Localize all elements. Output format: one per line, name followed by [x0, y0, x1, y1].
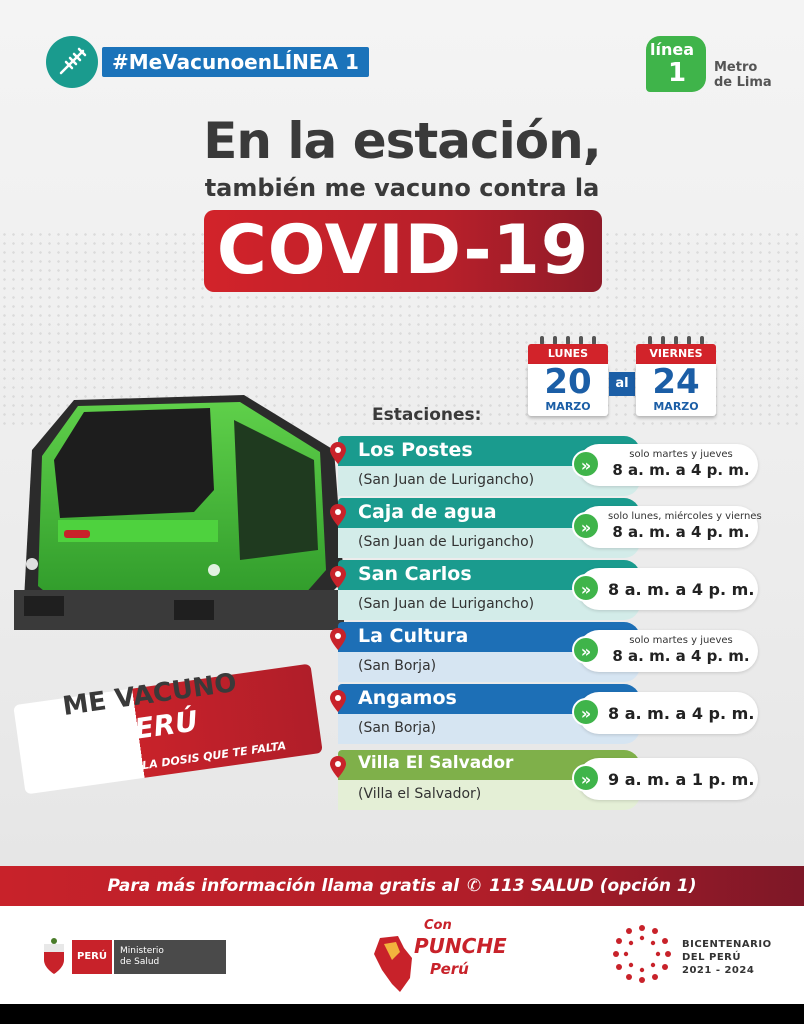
footer: PERÚ Ministerio de Salud Con PUNCHE Perú — [0, 906, 804, 1004]
linea1-badge: línea 1 — [646, 36, 706, 92]
station-los-postes: Los Postes (San Juan de Lurigancho) solo… — [330, 436, 760, 496]
metro-text: Metro — [714, 60, 758, 75]
info-option: (opción 1) — [599, 876, 697, 896]
schedule-hours: 8 a. m. a 4 p. m. — [608, 580, 755, 599]
calendar-month: MARZO — [653, 400, 699, 413]
coat-of-arms-icon — [44, 938, 64, 974]
station-villa-el-salvador: Villa El Salvador (Villa el Salvador) 9 … — [330, 750, 760, 810]
schedule-pill: solo lunes, miércoles y viernes 8 a. m. … — [578, 506, 762, 548]
chevron-right-icon: » — [572, 574, 600, 602]
campaign-badge: ME VACUNO PERÚ COMPLETA LA DOSIS QUE TE … — [13, 663, 323, 795]
chevron-right-icon: » — [572, 636, 600, 664]
schedule-note: solo lunes, miércoles y viernes — [608, 511, 762, 522]
headline-sub: también me vacuno contra la — [204, 174, 600, 202]
ministry-label: Ministerio de Salud — [114, 940, 226, 974]
station-san-carlos: San Carlos (San Juan de Lurigancho) 8 a.… — [330, 560, 760, 620]
schedule-hours: 8 a. m. a 4 p. m. — [612, 523, 750, 541]
date-connector: al — [609, 372, 635, 396]
chevron-right-icon: » — [572, 764, 600, 792]
station-name: Angamos — [358, 687, 457, 709]
schedule-pill: 8 a. m. a 4 p. m. — [578, 568, 758, 610]
peru-map-icon — [374, 936, 412, 992]
schedule-hours: 8 a. m. a 4 p. m. — [612, 647, 750, 665]
bicen-line1: BICENTENARIO — [682, 939, 772, 950]
ministry-line1: Ministerio — [120, 946, 164, 956]
bicentenario-logo: BICENTENARIO DEL PERÚ 2021 - 2024 — [610, 920, 790, 990]
calendar-weekday: LUNES — [528, 344, 608, 364]
bicentenario-emblem-icon — [613, 925, 671, 983]
info-number: 113 SALUD — [489, 876, 594, 896]
calendar-body: 24 MARZO — [636, 364, 716, 416]
headline-main: En la estación, — [203, 112, 601, 170]
schedule-pill: solo martes y jueves 8 a. m. a 4 p. m. — [578, 630, 758, 672]
calendar-body: 20 MARZO — [528, 364, 608, 416]
schedule-pill: 8 a. m. a 4 p. m. — [578, 692, 758, 734]
linea1-logo: línea 1 Metro de Lima — [646, 36, 776, 96]
station-district: (San Borja) — [358, 720, 437, 736]
station-district: (San Borja) — [358, 658, 437, 674]
schedule-hours: 9 a. m. a 1 p. m. — [608, 770, 755, 789]
peru-label: PERÚ — [72, 940, 112, 974]
metro-de-lima-text: Metro de Lima — [714, 60, 772, 90]
bicen-line2: DEL PERÚ — [682, 952, 741, 963]
ministry-line2: de Salud — [120, 957, 160, 967]
bicentenario-text: BICENTENARIO DEL PERÚ 2021 - 2024 — [682, 938, 772, 977]
calendar-rings — [528, 336, 608, 346]
calendar-day: 20 — [544, 362, 592, 402]
calendar-rings — [636, 336, 716, 346]
calendar-day: 24 — [652, 362, 700, 402]
chevron-right-icon: » — [572, 698, 600, 726]
covid-title: COVID-19 — [204, 210, 602, 292]
schedule-hours: 8 a. m. a 4 p. m. — [612, 461, 750, 479]
station-caja-de-agua: Caja de agua (San Juan de Lurigancho) so… — [330, 498, 762, 558]
linea-word: línea — [650, 40, 695, 59]
location-pin-icon — [330, 628, 346, 650]
punche-main: PUNCHE — [414, 934, 507, 958]
chevron-right-icon: » — [572, 512, 600, 540]
schedule-note: solo martes y jueves — [629, 635, 733, 646]
info-text: Para más información llama gratis al — [107, 876, 460, 896]
location-pin-icon — [330, 504, 346, 526]
station-district: (San Juan de Lurigancho) — [358, 534, 535, 550]
calendar-weekday: VIERNES — [636, 344, 716, 364]
con-punche-peru-logo: Con PUNCHE Perú — [370, 914, 507, 994]
station-name: Villa El Salvador — [358, 753, 514, 773]
bicen-line3: 2021 - 2024 — [682, 965, 755, 976]
station-name: Caja de agua — [358, 501, 497, 523]
hashtag-text: #MeVacunoenLÍNEA 1 — [102, 47, 369, 77]
chevron-right-icon: » — [572, 450, 600, 478]
schedule-pill: 9 a. m. a 1 p. m. — [578, 758, 758, 800]
punche-peru: Perú — [430, 960, 469, 978]
stations-title: Estaciones: — [372, 405, 482, 425]
station-name: San Carlos — [358, 563, 472, 585]
location-pin-icon — [330, 756, 346, 778]
syringe-icon — [46, 36, 98, 88]
train-image — [14, 395, 344, 630]
linea-number: 1 — [668, 58, 687, 88]
schedule-pill: solo martes y jueves 8 a. m. a 4 p. m. — [578, 444, 758, 486]
de-lima-text: de Lima — [714, 75, 772, 90]
location-pin-icon — [330, 566, 346, 588]
station-name: Los Postes — [358, 439, 473, 461]
phone-icon: ✆ — [466, 876, 482, 896]
calendar-end: VIERNES 24 MARZO — [636, 336, 716, 416]
location-pin-icon — [330, 442, 346, 464]
calendar-start: LUNES 20 MARZO — [528, 336, 608, 416]
station-district: (Villa el Salvador) — [358, 786, 482, 802]
schedule-hours: 8 a. m. a 4 p. m. — [608, 704, 755, 723]
station-district: (San Juan de Lurigancho) — [358, 596, 535, 612]
bottom-strip — [0, 1004, 804, 1024]
location-pin-icon — [330, 690, 346, 712]
info-bar: Para más información llama gratis al ✆ 1… — [0, 866, 804, 906]
station-name: La Cultura — [358, 625, 469, 647]
punche-con: Con — [424, 918, 452, 933]
schedule-note: solo martes y jueves — [629, 449, 733, 460]
station-la-cultura: La Cultura (San Borja) solo martes y jue… — [330, 622, 760, 682]
calendar-month: MARZO — [545, 400, 591, 413]
station-angamos: Angamos (San Borja) 8 a. m. a 4 p. m. » — [330, 684, 760, 744]
station-district: (San Juan de Lurigancho) — [358, 472, 535, 488]
